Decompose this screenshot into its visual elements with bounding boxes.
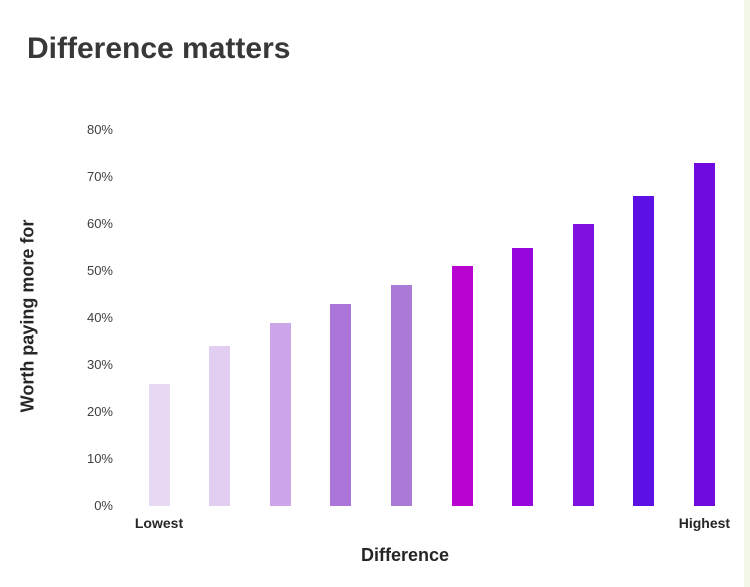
bar-8 — [572, 224, 594, 506]
bar-3 — [269, 322, 291, 506]
bar-10 — [693, 162, 715, 506]
y-tick-label: 20% — [86, 404, 113, 419]
bar-5 — [390, 285, 412, 506]
bar-9 — [633, 195, 655, 506]
x-category-label-highest: Highest — [678, 515, 731, 531]
chart-title: Difference matters — [27, 32, 291, 66]
y-tick-label: 40% — [86, 310, 113, 325]
y-tick-label: 0% — [94, 498, 113, 513]
page-edge-strip — [744, 0, 750, 587]
x-category-label-lowest: Lowest — [134, 515, 184, 531]
x-axis-title: Difference — [360, 545, 450, 565]
bar-1 — [148, 383, 170, 506]
y-tick-label: 70% — [86, 169, 113, 184]
y-axis-title: Worth paying more for — [17, 219, 38, 413]
y-tick-label: 80% — [86, 122, 113, 137]
bar-7 — [512, 247, 534, 506]
bar-6 — [451, 266, 473, 506]
y-tick-label: 50% — [86, 263, 113, 278]
y-tick-label: 30% — [86, 357, 113, 372]
bar-4 — [330, 303, 352, 506]
y-tick-label: 60% — [86, 216, 113, 231]
y-tick-label: 10% — [86, 451, 113, 466]
bar-2 — [209, 346, 231, 506]
